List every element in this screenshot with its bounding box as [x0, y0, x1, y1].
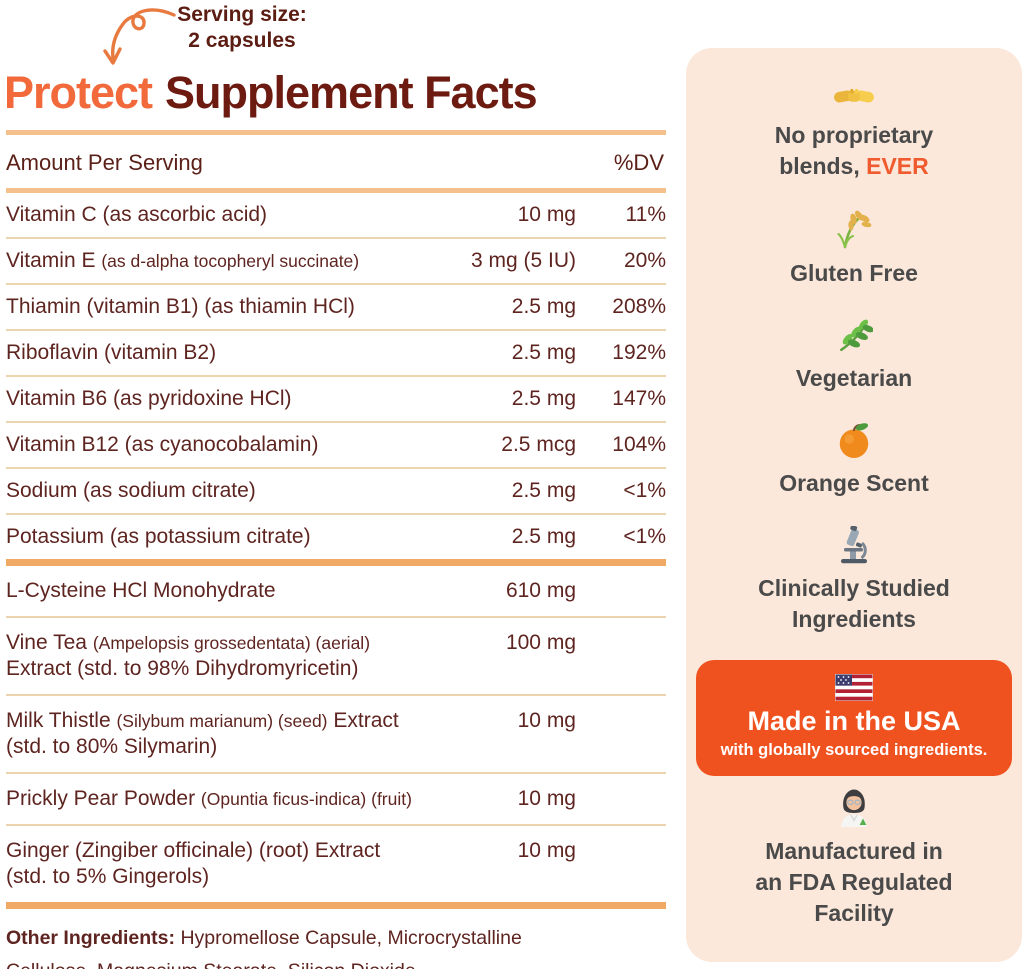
nutrient-row: Potassium (as potassium citrate) 2.5 mg …	[6, 513, 666, 559]
amount-value: 2.5 mg	[511, 341, 576, 364]
other-ingredients-label: Other Ingredients:	[6, 927, 176, 949]
nutrient-row: Vitamin E (as d-alpha tocopheryl succina…	[6, 237, 666, 283]
amount-value: 2.5 mcg	[501, 433, 576, 456]
nutrient-name: Milk Thistle (Silybum marianum) (seed) E…	[6, 709, 399, 758]
dv-value: 208%	[612, 295, 666, 318]
amount-value: 10 mg	[517, 787, 576, 810]
us-flag-icon	[835, 674, 873, 701]
dv-value: <1%	[623, 525, 666, 548]
serving-size-line1: Serving size:	[177, 3, 307, 26]
tangerine-icon	[839, 423, 869, 458]
badge-label: Clinically Studied Ingredients	[758, 575, 950, 632]
badge-label: Orange Scent	[779, 470, 929, 496]
other-ingredients-text: Hypromellose Capsule, Microcrystalline C…	[6, 927, 522, 969]
title-rest: Supplement Facts	[165, 67, 538, 118]
benefits-panel: No proprietary blends, EVER Gluten Free	[686, 48, 1022, 962]
vitamin-rows: Vitamin C (as ascorbic acid) 10 mg 11% V…	[6, 193, 666, 559]
nutrient-name: Vine Tea (Ampelopsis grossedentata) (aer…	[6, 631, 371, 680]
nutrient-name: Ginger (Zingiber officinale) (root) Extr…	[6, 839, 381, 888]
badge-label: Vegetarian	[795, 365, 913, 391]
amount-value: 100 mg	[505, 631, 576, 654]
dv-value: 147%	[612, 387, 666, 410]
amount-value: 10 mg	[517, 709, 576, 732]
nutrient-row: Ginger (Zingiber officinale) (root) Extr…	[6, 824, 666, 902]
made-in-usa-subtitle: with globally sourced ingredients.	[720, 741, 988, 759]
nutrient-name: Vitamin B12 (as cyanocobalamin)	[6, 433, 319, 456]
nutrient-row: Vine Tea (Ampelopsis grossedentata) (aer…	[6, 616, 666, 694]
badge-gluten-free: Gluten Free	[790, 209, 918, 289]
other-ingredients: Other Ingredients: Hypromellose Capsule,…	[6, 922, 586, 969]
dv-value: 104%	[612, 433, 666, 456]
serving-size-line2: 2 capsules	[188, 29, 296, 52]
nutrient-name: Sodium (as sodium citrate)	[6, 479, 256, 502]
brand-name: Protect	[4, 67, 153, 118]
nutrient-row: Milk Thistle (Silybum marianum) (seed) E…	[6, 694, 666, 772]
badge-orange-scent: Orange Scent	[779, 421, 929, 499]
curly-arrow-icon	[103, 8, 176, 65]
nutrient-name: Vitamin E (as d-alpha tocopheryl succina…	[6, 249, 360, 272]
amount-value: 10 mg	[517, 839, 576, 862]
table-header-row: Amount Per Serving %DV	[6, 135, 666, 188]
nutrient-name: Prickly Pear Powder (Opuntia ficus-indic…	[6, 787, 412, 810]
amount-per-serving-header: Amount Per Serving	[6, 150, 203, 175]
section-divider	[6, 559, 666, 566]
nutrient-row: Thiamin (vitamin B1) (as thiamin HCl) 2.…	[6, 283, 666, 329]
badge-vegetarian: Vegetarian	[796, 316, 912, 394]
section-divider	[6, 902, 666, 909]
microscope-icon	[841, 526, 867, 564]
nutrient-name: L-Cysteine HCl Monohydrate	[6, 579, 276, 602]
dv-value: <1%	[623, 479, 666, 502]
nutrient-row: Vitamin C (as ascorbic acid) 10 mg 11%	[6, 193, 666, 237]
botanical-rows: L-Cysteine HCl Monohydrate 610 mg Vine T…	[6, 566, 666, 902]
nutrient-row: Vitamin B12 (as cyanocobalamin) 2.5 mcg …	[6, 421, 666, 467]
nutrient-row: Prickly Pear Powder (Opuntia ficus-indic…	[6, 772, 666, 824]
herb-icon	[840, 319, 873, 352]
nutrient-row: Vitamin B6 (as pyridoxine HCl) 2.5 mg 14…	[6, 375, 666, 421]
nutrient-row: L-Cysteine HCl Monohydrate 610 mg	[6, 566, 666, 616]
dv-value: 20%	[623, 249, 666, 272]
badge-clinically-studied: Clinically Studied Ingredients	[758, 526, 950, 635]
divider	[6, 130, 666, 135]
badge-label: Gluten Free	[790, 260, 918, 286]
amount-value: 2.5 mg	[511, 295, 576, 318]
made-in-usa-title: Made in the USA	[747, 706, 961, 736]
nutrient-row: Riboflavin (vitamin B2) 2.5 mg 192%	[6, 329, 666, 375]
nutrient-name: Thiamin (vitamin B1) (as thiamin HCl)	[6, 295, 355, 318]
amount-value: 610 mg	[505, 579, 576, 602]
dv-value: 192%	[612, 341, 666, 364]
label-header: Serving size: 2 capsules Protect Suppleme…	[4, 0, 666, 130]
badge-no-proprietary-blends: No proprietary blends, EVER	[775, 81, 933, 182]
dv-header: %DV	[613, 150, 664, 175]
badge-fda-facility: Manufactured in an FDA Regulated Facilit…	[755, 787, 953, 929]
nutrient-name: Vitamin C (as ascorbic acid)	[6, 203, 268, 226]
badge-label: Manufactured in an FDA Regulated Facilit…	[755, 838, 953, 926]
divider	[6, 188, 666, 193]
made-in-usa-box: Made in the USA with globally sourced in…	[696, 660, 1012, 776]
dv-value: 11%	[625, 203, 666, 226]
nutrient-row: Sodium (as sodium citrate) 2.5 mg <1%	[6, 467, 666, 513]
amount-value: 10 mg	[517, 203, 576, 226]
badge-label-accent: EVER	[866, 153, 929, 179]
serving-size-note: Serving size: 2 capsules	[164, 2, 320, 54]
amount-value: 2.5 mg	[511, 387, 576, 410]
amount-value: 3 mg (5 IU)	[470, 249, 576, 272]
amount-value: 2.5 mg	[511, 525, 576, 548]
supplement-facts-panel: Serving size: 2 capsules Protect Suppleme…	[4, 0, 666, 969]
page-title: Protect Supplement Facts	[4, 67, 538, 118]
woman-scientist-icon	[841, 789, 867, 827]
nutrient-name: Vitamin B6 (as pyridoxine HCl)	[6, 387, 292, 410]
nutrient-name: Riboflavin (vitamin B2)	[6, 341, 217, 364]
amount-value: 2.5 mg	[511, 479, 576, 502]
rice-sheaf-icon	[837, 210, 872, 249]
badge-label: No proprietary blends, EVER	[774, 122, 934, 179]
handshake-icon	[834, 88, 874, 103]
nutrient-name: Potassium (as potassium citrate)	[6, 525, 311, 548]
